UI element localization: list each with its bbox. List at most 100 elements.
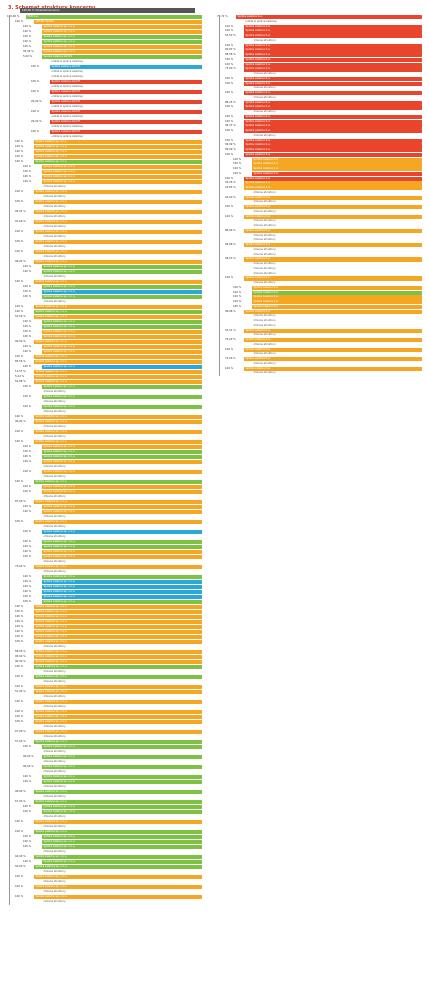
entity-label: zmiana struktury (43, 390, 66, 393)
entity-label: udział w spółce zależnej (51, 95, 83, 98)
ownership-pct: 100 % (23, 35, 32, 38)
structure-note: zmiana struktury (232, 362, 422, 366)
entity-label: Spółka zależna S.A. (244, 138, 422, 143)
structure-note: zmiana struktury (232, 219, 422, 223)
ownership-pct: 100 % (225, 276, 234, 280)
entity-row: 100 % Spółka zależna sp. z o.o. (14, 675, 202, 680)
entity-row: 99,98 % Spółka zależna S.A. (224, 309, 422, 314)
entity-row: 100 % Spółka zależna sp. z o.o. (22, 445, 202, 450)
entity-label: zmiana struktury (253, 333, 276, 337)
entity-row: 100 % Spółka zależna sp. z o.o. (22, 365, 202, 370)
ownership-pct: 100 % (23, 595, 32, 598)
entity-row: 100 % Spółka zależna sp. z o.o. (14, 415, 202, 420)
entity-label: Spółka zależna sp. z o.o. (34, 440, 202, 445)
structure-note: zmiana struktury (232, 333, 422, 337)
ownership-pct: 100 % (15, 20, 24, 23)
entity-row: 100 % Spółka zależna sp. z o.o. (22, 290, 202, 295)
entity-label: zmiana struktury (43, 255, 66, 258)
entity-label: Spółka zależna sp. z o.o. (34, 700, 202, 705)
ownership-pct: 99,02 % (15, 420, 26, 423)
structure-note: udział w spółce zależnej (30, 125, 202, 129)
entity-row: 100 % Spółka zależna sp. z o.o. (14, 720, 202, 725)
entity-label: Spółka zależna S.A. (244, 338, 422, 343)
entity-label: Spółka zależna sp. z o.o. (34, 660, 202, 665)
entity-label: Spółka zależna sp. z o.o. (34, 720, 202, 725)
ownership-pct: 100 % (225, 152, 234, 156)
ownership-pct: 100 % (15, 605, 24, 608)
ownership-pct: 100 % (23, 805, 32, 808)
structure-note: zmiana struktury (22, 225, 202, 229)
structure-note: zmiana struktury (232, 72, 422, 76)
ownership-pct: 100 % (15, 190, 24, 193)
entity-row: 89,00 % Spółka zależna sp. z o.o. (14, 650, 202, 655)
entity-row: 100 % Spółka zależna sp. z o.o. (14, 160, 202, 165)
ownership-pct: 100 % (233, 290, 242, 294)
ownership-pct: 97,51 % (225, 328, 236, 332)
entity-label: Spółka zależna sp. z o.o. (42, 45, 202, 50)
entity-row: 100 % Spółka zależna S.A. (224, 105, 422, 110)
ownership-pct: 100 % (233, 300, 242, 303)
entity-row: 100 % Spółka zależna GmbH (30, 110, 202, 115)
entity-label: Spółka zależna sp. z o.o. (42, 485, 202, 490)
entity-label: Spółka zależna sp. z o.o. (42, 265, 202, 270)
structure-note: udział w spółce zależnej (30, 105, 202, 109)
entity-row: 100 % Spółka zależna GmbH (30, 90, 202, 95)
entity-label: zmiana struktury (253, 233, 276, 237)
entity-label: Spółka zależna sp. z o.o. (34, 380, 202, 385)
entity-row: 100 % Spółka zależna sp. z o.o. (14, 250, 202, 255)
structure-note: udział w spółce zależnej (30, 115, 202, 119)
entity-label: Spółka zależna S.A. (244, 57, 422, 63)
ownership-pct: 73,00 % (225, 67, 236, 71)
ownership-pct: 74,00 % (15, 565, 26, 568)
entity-row: 100 % Spółka zależna S.A. (224, 347, 422, 352)
entity-row: 51,00 % Spółka zależna sp. z o.o. (14, 690, 202, 695)
entity-row: 100 % Spółka zależna sp. z o.o. (14, 615, 202, 620)
ownership-pct: 72,00 % (225, 357, 236, 360)
entity-label: Spółka zależna sp. z o.o. (34, 150, 202, 155)
ownership-pct: 100 % (15, 610, 24, 613)
entity-label: Spółka zależna S.A. (244, 114, 422, 120)
entity-row: 100 % Spółka zależna sp. z o.o. (22, 580, 202, 585)
ownership-pct: 5,24 % (15, 375, 25, 378)
entity-row: 57,00 % Spółka zależna sp. z o.o. (14, 740, 202, 745)
ownership-pct: 100 % (23, 45, 32, 48)
entity-label: Spółka zależna sp. z o.o. (42, 765, 202, 770)
entity-row: 100 % Spółka zależna sp. z o.o. (22, 510, 202, 515)
entity-row: 100 % Spółka zależna GmbH (30, 80, 202, 85)
ownership-pct: 100 % (31, 110, 40, 113)
entity-row: 75,00 % Spółka zależna S.A. (224, 338, 422, 343)
entity-row: 100 % Spółka zależna sp. z o.o. (14, 190, 202, 195)
entity-label: Spółka zależna sp. z o.o. (34, 730, 202, 735)
entity-label: Spółka zależna S.A. (244, 176, 422, 181)
ownership-pct: 100 % (15, 145, 24, 148)
entity-row: 100 % Spółka zależna sp. z o.o. (22, 295, 202, 300)
entity-row: 100 % Spółka zależna S.A. (224, 91, 422, 96)
entity-label: Spółka zależna sp. z o.o. (42, 860, 202, 865)
ownership-pct: 100 % (233, 304, 242, 308)
entity-label: Spółka zależna sp. z o.o. (42, 330, 202, 335)
entity-label: Spółka zależna sp. z o.o. (34, 240, 202, 245)
entity-row: 99,83 % Spółka zależna S.A. (224, 48, 422, 53)
entity-label: zmiana struktury (43, 795, 66, 798)
ownership-pct: 100 % (31, 90, 40, 93)
ownership-pct: 91,69 % (15, 220, 26, 223)
entity-label: Spółka zależna sp. z o.o. (34, 865, 202, 870)
ownership-pct: 98,58 % (225, 53, 236, 56)
entity-label: udział w spółce zależnej (51, 75, 83, 78)
entity-label: Spółka zależna sp. z o.o. (42, 530, 202, 535)
entity-label: Spółka zależna S.A. (244, 34, 422, 39)
entity-row: 100 % Spółka zależna sp. z o.o. (14, 280, 202, 285)
root-label: Schemat koncernu (35, 9, 60, 12)
ownership-pct: 100 % (23, 600, 32, 603)
entity-row: 99,02 % Spółka zależna sp. z o.o. (14, 420, 202, 425)
ownership-pct: 100 % (23, 775, 32, 778)
entity-label: Spółka zależna S.A. (244, 81, 422, 86)
entity-row: 30,26 % Spółka zależna S.A. (224, 181, 422, 186)
entity-label: zmiana struktury (43, 900, 66, 903)
entity-row: 100,00 % PKN S.A. (6, 15, 202, 20)
entity-row: 99,00 % Spółka zależna sp. z o.o. (14, 790, 202, 795)
entity-label: Spółka zależna sp. z o.o. (34, 500, 202, 505)
ownership-pct: 100 % (15, 720, 24, 723)
entity-label: Spółka zależna sp. z o.o. (42, 460, 202, 465)
entity-label: Spółka zależna sp. z o.o. (42, 290, 202, 295)
